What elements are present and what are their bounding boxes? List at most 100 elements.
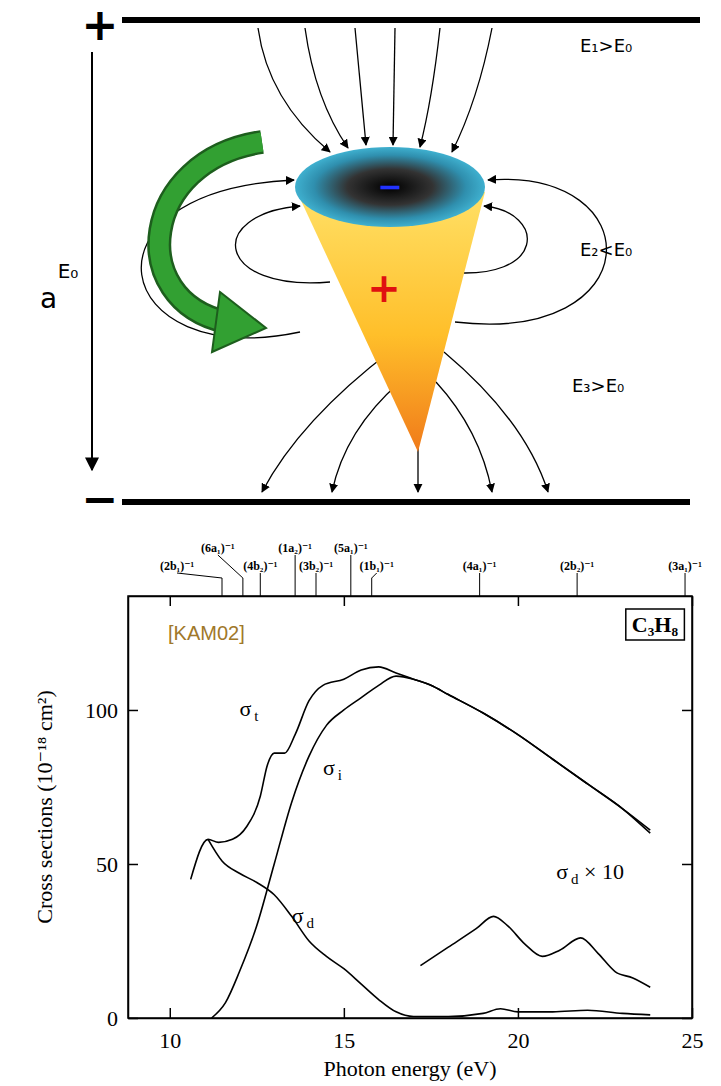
tick-label: 25 [682, 1028, 704, 1053]
rotation-arrow-body [159, 142, 262, 322]
series-label-part: d [306, 915, 314, 931]
threshold-line [685, 578, 686, 596]
axis-line [128, 597, 130, 1019]
tick: 50 [96, 852, 138, 877]
tick: 10 [159, 1008, 181, 1053]
axis: 0 50 100 [85, 597, 138, 1031]
series-label-part: σ [556, 859, 568, 884]
series-line [420, 916, 650, 987]
threshold-line [350, 578, 351, 596]
threshold-label: (3a₁)⁻¹ [668, 559, 702, 573]
field-line [444, 352, 548, 492]
compound-label: C₃H₈ [632, 612, 679, 637]
tick-mark [170, 596, 172, 606]
tick-mark [128, 710, 138, 712]
y-axis-title: Cross sections (10⁻¹⁸ cm²) [32, 690, 57, 924]
series-label: σd [292, 903, 315, 931]
axis-line [692, 597, 694, 1019]
threshold-label: (2b₂)⁻¹ [560, 559, 595, 573]
tick-label: 50 [96, 852, 118, 877]
field-line [355, 28, 366, 145]
tick-mark [682, 864, 692, 866]
rotation-arrow-edge [159, 142, 262, 322]
field-strength-label: E₁>E₀ [580, 35, 632, 56]
tick [518, 596, 519, 606]
canvas: +−E₀a−+E₁>E₀E₂<E₀E₃>E₀(2b₁)⁻¹(6a₁)⁻¹(4b₂… [0, 0, 721, 1086]
series-line [212, 676, 651, 1018]
charge-cone [297, 192, 485, 452]
series-line [191, 667, 651, 880]
threshold-label: (4b₂)⁻¹ [243, 559, 278, 573]
plate-top [122, 17, 700, 23]
x-axis-title: Photon energy (eV) [323, 1056, 496, 1081]
tick-mark [128, 864, 138, 866]
tick-label: 100 [85, 698, 118, 723]
threshold-label: (6a₁)⁻¹ [201, 541, 235, 555]
plate-bottom [122, 499, 690, 505]
tick [682, 864, 692, 865]
threshold-leader [177, 573, 222, 578]
threshold-label: (1b₁)⁻¹ [360, 559, 395, 573]
field-line [305, 28, 348, 148]
threshold-line [260, 578, 261, 596]
threshold-label: (5a₁)⁻¹ [334, 541, 368, 555]
rotation-arrow-head [212, 292, 266, 352]
threshold-label: (1a₂)⁻¹ [278, 541, 312, 555]
threshold-leader [577, 573, 578, 578]
threshold-line [242, 578, 243, 596]
tick-mark [518, 596, 520, 606]
threshold-leader [260, 573, 261, 578]
series-label-part: σ [239, 696, 251, 721]
field-line [436, 382, 492, 492]
threshold-label: (4a₁)⁻¹ [463, 559, 497, 573]
field-strength-label: E₂<E₀ [580, 239, 632, 260]
series-label-part: t [254, 708, 259, 724]
plate-bottom-sign: − [82, 473, 119, 524]
threshold-leader [295, 555, 296, 578]
threshold-leader [350, 555, 351, 578]
charge-disc [295, 147, 485, 227]
tick-mark [518, 1008, 520, 1018]
field-diagram: +−E₀a−+E₁>E₀E₂<E₀E₃>E₀ [40, 0, 700, 524]
tick-label: 10 [159, 1028, 181, 1053]
tick: 20 [507, 1008, 529, 1053]
tick-mark [344, 1008, 346, 1018]
tick-mark [170, 1008, 172, 1018]
axis-line [129, 596, 693, 598]
rotation-arrow [159, 142, 266, 352]
series-label-part: σ [323, 755, 335, 780]
tick-mark [682, 710, 692, 712]
series-label: σi [323, 755, 342, 783]
plate-top-sign: + [82, 0, 119, 50]
threshold-leader [479, 573, 480, 578]
field-line [262, 350, 392, 492]
tick: 15 [333, 1008, 355, 1053]
plot-frame [128, 596, 692, 1018]
field-arrow [91, 52, 93, 470]
tick-mark [344, 596, 346, 606]
tick-label: 20 [507, 1028, 529, 1053]
series-label: σt [239, 696, 259, 724]
edge-fragment: a [40, 282, 57, 315]
threshold-line [371, 578, 372, 596]
tick-mark [682, 1018, 692, 1020]
field-line [393, 28, 395, 145]
threshold-leader [218, 555, 243, 578]
tick-label: 15 [333, 1028, 355, 1053]
tick-label: 0 [107, 1006, 118, 1031]
threshold-line [577, 578, 578, 596]
axis [129, 596, 693, 606]
tick-mark [128, 1018, 138, 1020]
compound-frame [626, 609, 685, 640]
field-line [420, 28, 440, 147]
tick [344, 596, 345, 606]
field-strength-label: E₃>E₀ [572, 375, 624, 396]
tick [170, 596, 171, 606]
field-label: E₀ [58, 259, 79, 283]
curves [191, 667, 651, 1018]
threshold-label: (2b₁)⁻¹ [160, 559, 195, 573]
series-label: σd × 10 [556, 859, 624, 887]
series-label-part: × 10 [579, 859, 624, 884]
field-line [452, 28, 492, 152]
compound-box: C₃H₈ [626, 609, 685, 640]
